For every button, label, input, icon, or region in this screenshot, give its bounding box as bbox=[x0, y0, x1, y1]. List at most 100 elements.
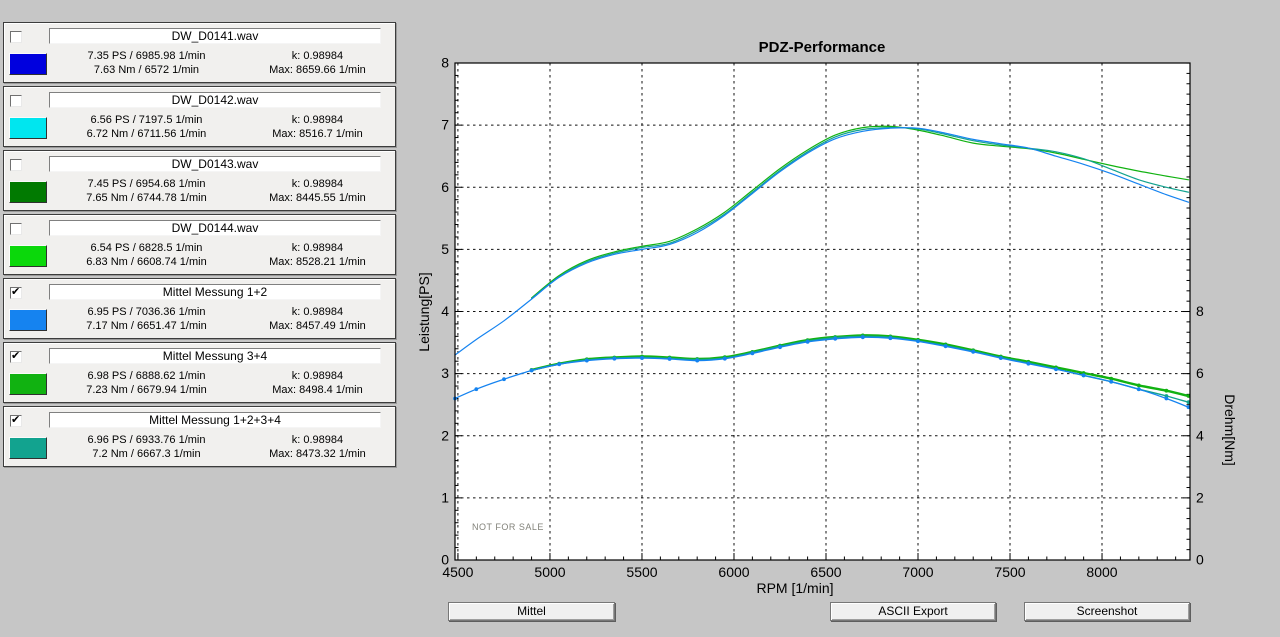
measurement-name-field[interactable]: DW_D0141.wav bbox=[49, 28, 381, 44]
measurement-name: DW_D0142.wav bbox=[171, 93, 259, 107]
data-point-marker bbox=[888, 336, 893, 341]
measurement-color-swatch[interactable] bbox=[9, 53, 47, 75]
x-tick-label: 5500 bbox=[626, 564, 657, 580]
measurement-color-swatch[interactable] bbox=[9, 181, 47, 203]
measurement-color-swatch[interactable] bbox=[9, 117, 47, 139]
data-point-marker bbox=[750, 351, 755, 356]
y-right-tick-label: 6 bbox=[1196, 365, 1204, 381]
data-point-marker bbox=[1109, 376, 1114, 381]
data-point-marker bbox=[474, 387, 479, 392]
x-tick-label: 6500 bbox=[810, 564, 841, 580]
measurement-panel: DW_D0143.wav 7.45 PS / 6954.68 1/min k: 0… bbox=[3, 150, 396, 211]
measurement-name: Mittel Messung 3+4 bbox=[162, 349, 268, 363]
data-point-marker bbox=[529, 368, 534, 373]
max-rpm-value: Max: 8445.55 1/min bbox=[269, 192, 366, 204]
measurement-stats: 6.54 PS / 6828.5 1/min k: 0.98984 6.83 Nm… bbox=[49, 241, 391, 269]
y-left-tick-label: 8 bbox=[441, 55, 449, 71]
y-left-tick-label: 1 bbox=[441, 489, 449, 505]
max-rpm-value: Max: 8528.21 1/min bbox=[269, 256, 366, 268]
data-point-marker bbox=[805, 340, 810, 344]
data-point-marker bbox=[1136, 383, 1141, 388]
ps-value: 6.96 PS / 6933.76 1/min bbox=[87, 434, 206, 446]
mittel-button[interactable]: Mittel bbox=[448, 602, 615, 621]
x-tick-label: 8000 bbox=[1086, 564, 1117, 580]
measurement-name-field[interactable]: DW_D0144.wav bbox=[49, 220, 381, 236]
ps-value: 6.98 PS / 6888.62 1/min bbox=[87, 370, 206, 382]
chart-title: PDZ-Performance bbox=[759, 39, 886, 56]
data-point-marker bbox=[722, 356, 727, 361]
ps-value: 6.56 PS / 7197.5 1/min bbox=[90, 114, 203, 126]
y-left-tick-label: 7 bbox=[441, 117, 449, 133]
max-rpm-value: Max: 8457.49 1/min bbox=[269, 320, 366, 332]
measurement-color-swatch[interactable] bbox=[9, 309, 47, 331]
measurement-panel: Mittel Messung 3+4 6.98 PS / 6888.62 1/m… bbox=[3, 342, 396, 403]
nm-value: 7.65 Nm / 6744.78 1/min bbox=[86, 192, 207, 204]
measurement-checkbox[interactable] bbox=[10, 285, 22, 299]
k-value: k: 0.98984 bbox=[291, 114, 344, 126]
data-point-marker bbox=[1081, 373, 1086, 378]
y-left-tick-label: 4 bbox=[441, 303, 449, 319]
k-value: k: 0.98984 bbox=[291, 242, 344, 254]
data-point-marker bbox=[502, 377, 506, 382]
ascii-export-button[interactable]: ASCII Export bbox=[830, 602, 996, 621]
measurement-name-field[interactable]: DW_D0142.wav bbox=[49, 92, 381, 108]
power-curve bbox=[531, 126, 1190, 300]
measurement-list: DW_D0141.wav 7.35 PS / 6985.98 1/min k: 0… bbox=[3, 22, 396, 467]
data-point-marker bbox=[1164, 388, 1169, 393]
data-point-marker bbox=[778, 345, 782, 350]
measurement-color-swatch[interactable] bbox=[9, 437, 47, 459]
ps-value: 6.54 PS / 6828.5 1/min bbox=[90, 242, 203, 254]
measurement-color-swatch[interactable] bbox=[9, 245, 47, 267]
measurement-stats: 6.56 PS / 7197.5 1/min k: 0.98984 6.72 Nm… bbox=[49, 113, 391, 141]
data-point-marker bbox=[916, 339, 920, 344]
max-rpm-value: Max: 8516.7 1/min bbox=[272, 128, 363, 140]
k-value: k: 0.98984 bbox=[291, 178, 344, 190]
measurement-panel: DW_D0144.wav 6.54 PS / 6828.5 1/min k: 0.… bbox=[3, 214, 396, 275]
measurement-panel: Mittel Messung 1+2 6.95 PS / 7036.36 1/m… bbox=[3, 278, 396, 339]
x-tick-label: 6000 bbox=[718, 564, 749, 580]
y-left-tick-label: 3 bbox=[441, 365, 449, 381]
nm-value: 7.17 Nm / 6651.47 1/min bbox=[86, 320, 207, 332]
measurement-name: DW_D0144.wav bbox=[171, 221, 259, 235]
measurement-stats: 7.35 PS / 6985.98 1/min k: 0.98984 7.63 N… bbox=[49, 49, 391, 77]
measurement-name-field[interactable]: Mittel Messung 1+2+3+4 bbox=[49, 412, 381, 428]
data-point-marker bbox=[1109, 379, 1114, 384]
max-rpm-value: Max: 8659.66 1/min bbox=[269, 64, 366, 76]
ps-value: 6.95 PS / 7036.36 1/min bbox=[87, 306, 206, 318]
y-left-tick-label: 6 bbox=[441, 179, 449, 195]
measurement-name: Mittel Messung 1+2 bbox=[162, 285, 268, 299]
measurement-name-field[interactable]: DW_D0143.wav bbox=[49, 156, 381, 172]
measurement-stats: 7.45 PS / 6954.68 1/min k: 0.98984 7.65 N… bbox=[49, 177, 391, 205]
screenshot-button[interactable]: Screenshot bbox=[1024, 602, 1190, 621]
data-point-marker bbox=[584, 358, 589, 363]
data-point-marker bbox=[860, 335, 865, 340]
measurement-checkbox[interactable] bbox=[10, 349, 22, 363]
measurement-stats: 6.98 PS / 6888.62 1/min k: 0.98984 7.23 N… bbox=[49, 369, 391, 397]
measurement-checkbox[interactable] bbox=[10, 95, 22, 107]
x-tick-label: 4500 bbox=[442, 564, 473, 580]
k-value: k: 0.98984 bbox=[291, 50, 344, 62]
measurement-name: Mittel Messung 1+2+3+4 bbox=[149, 413, 281, 427]
measurement-checkbox[interactable] bbox=[10, 413, 22, 427]
measurement-name-field[interactable]: Mittel Messung 1+2 bbox=[49, 284, 381, 300]
measurement-name-field[interactable]: Mittel Messung 3+4 bbox=[49, 348, 381, 364]
measurement-checkbox[interactable] bbox=[10, 159, 22, 171]
data-point-marker bbox=[998, 356, 1003, 360]
data-point-marker bbox=[612, 356, 617, 361]
measurement-stats: 6.95 PS / 7036.36 1/min k: 0.98984 7.17 N… bbox=[49, 305, 391, 333]
measurement-panel: Mittel Messung 1+2+3+4 6.96 PS / 6933.76… bbox=[3, 406, 396, 467]
measurement-panel: DW_D0141.wav 7.35 PS / 6985.98 1/min k: 0… bbox=[3, 22, 396, 83]
max-rpm-value: Max: 8498.4 1/min bbox=[272, 384, 363, 396]
data-point-marker bbox=[640, 356, 644, 360]
measurement-checkbox[interactable] bbox=[10, 31, 22, 43]
watermark: NOT FOR SALE bbox=[472, 522, 544, 532]
plot-frame bbox=[454, 62, 1191, 561]
measurement-checkbox[interactable] bbox=[10, 223, 22, 235]
ps-value: 7.45 PS / 6954.68 1/min bbox=[87, 178, 206, 190]
x-tick-label: 7000 bbox=[902, 564, 933, 580]
measurement-name: DW_D0141.wav bbox=[171, 29, 259, 43]
measurement-color-swatch[interactable] bbox=[9, 373, 47, 395]
nm-value: 6.72 Nm / 6711.56 1/min bbox=[86, 128, 207, 140]
data-point-marker bbox=[943, 344, 948, 349]
